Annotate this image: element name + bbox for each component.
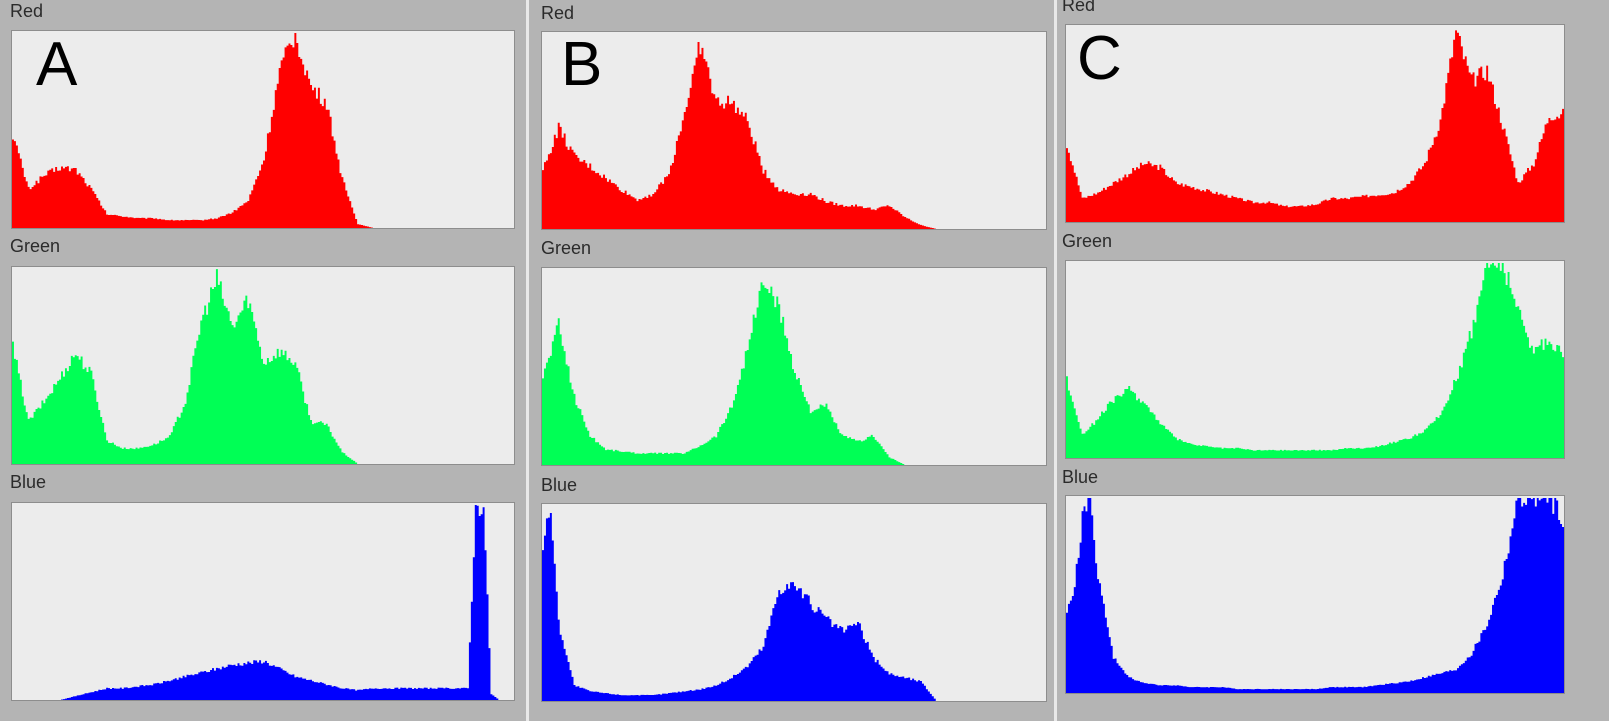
green-channel-label: Green	[541, 238, 592, 258]
red-histogram-area	[1066, 30, 1564, 222]
red-channel-label: Red	[541, 3, 575, 23]
green-histogram-area	[542, 282, 1046, 465]
histogram-svg	[542, 513, 1046, 701]
histogram-svg	[12, 505, 514, 700]
green-channel-label: Green	[10, 236, 61, 256]
blue-histogram-b	[541, 503, 1047, 702]
blue-channel-label: Blue	[541, 475, 578, 495]
histogram-svg	[1066, 30, 1564, 222]
red-histogram-area	[12, 33, 514, 228]
red-channel-label: Red	[10, 1, 44, 21]
histogram-svg	[542, 42, 1046, 229]
red-histogram-b	[541, 31, 1047, 230]
blue-histogram-area	[542, 513, 1046, 701]
panel-letter-c: C	[1077, 24, 1122, 93]
red-histogram-a	[11, 30, 515, 229]
red-histogram-area	[542, 42, 1046, 229]
green-histogram-c	[1065, 260, 1565, 459]
green-histogram-a	[11, 266, 515, 465]
panel-divider-bc	[1054, 0, 1057, 721]
panel-divider-ab	[526, 0, 529, 721]
blue-channel-label: Blue	[1062, 467, 1099, 487]
green-histogram-area	[12, 269, 514, 464]
histogram-svg	[542, 282, 1046, 465]
histogram-svg	[1066, 263, 1564, 458]
red-channel-label: Red	[1062, 0, 1096, 15]
blue-histogram-area	[1066, 498, 1564, 693]
blue-histogram-c	[1065, 495, 1565, 694]
histogram-svg	[12, 33, 514, 228]
blue-histogram-a	[11, 502, 515, 701]
blue-channel-label: Blue	[10, 472, 47, 492]
histogram-svg	[12, 269, 514, 464]
green-channel-label: Green	[1062, 231, 1113, 251]
histogram-svg	[1066, 498, 1564, 693]
panel-letter-b: B	[561, 30, 603, 99]
red-histogram-c	[1065, 24, 1565, 223]
green-histogram-b	[541, 267, 1047, 466]
green-histogram-area	[1066, 263, 1564, 458]
panel-letter-a: A	[36, 30, 78, 99]
blue-histogram-area	[12, 505, 514, 700]
